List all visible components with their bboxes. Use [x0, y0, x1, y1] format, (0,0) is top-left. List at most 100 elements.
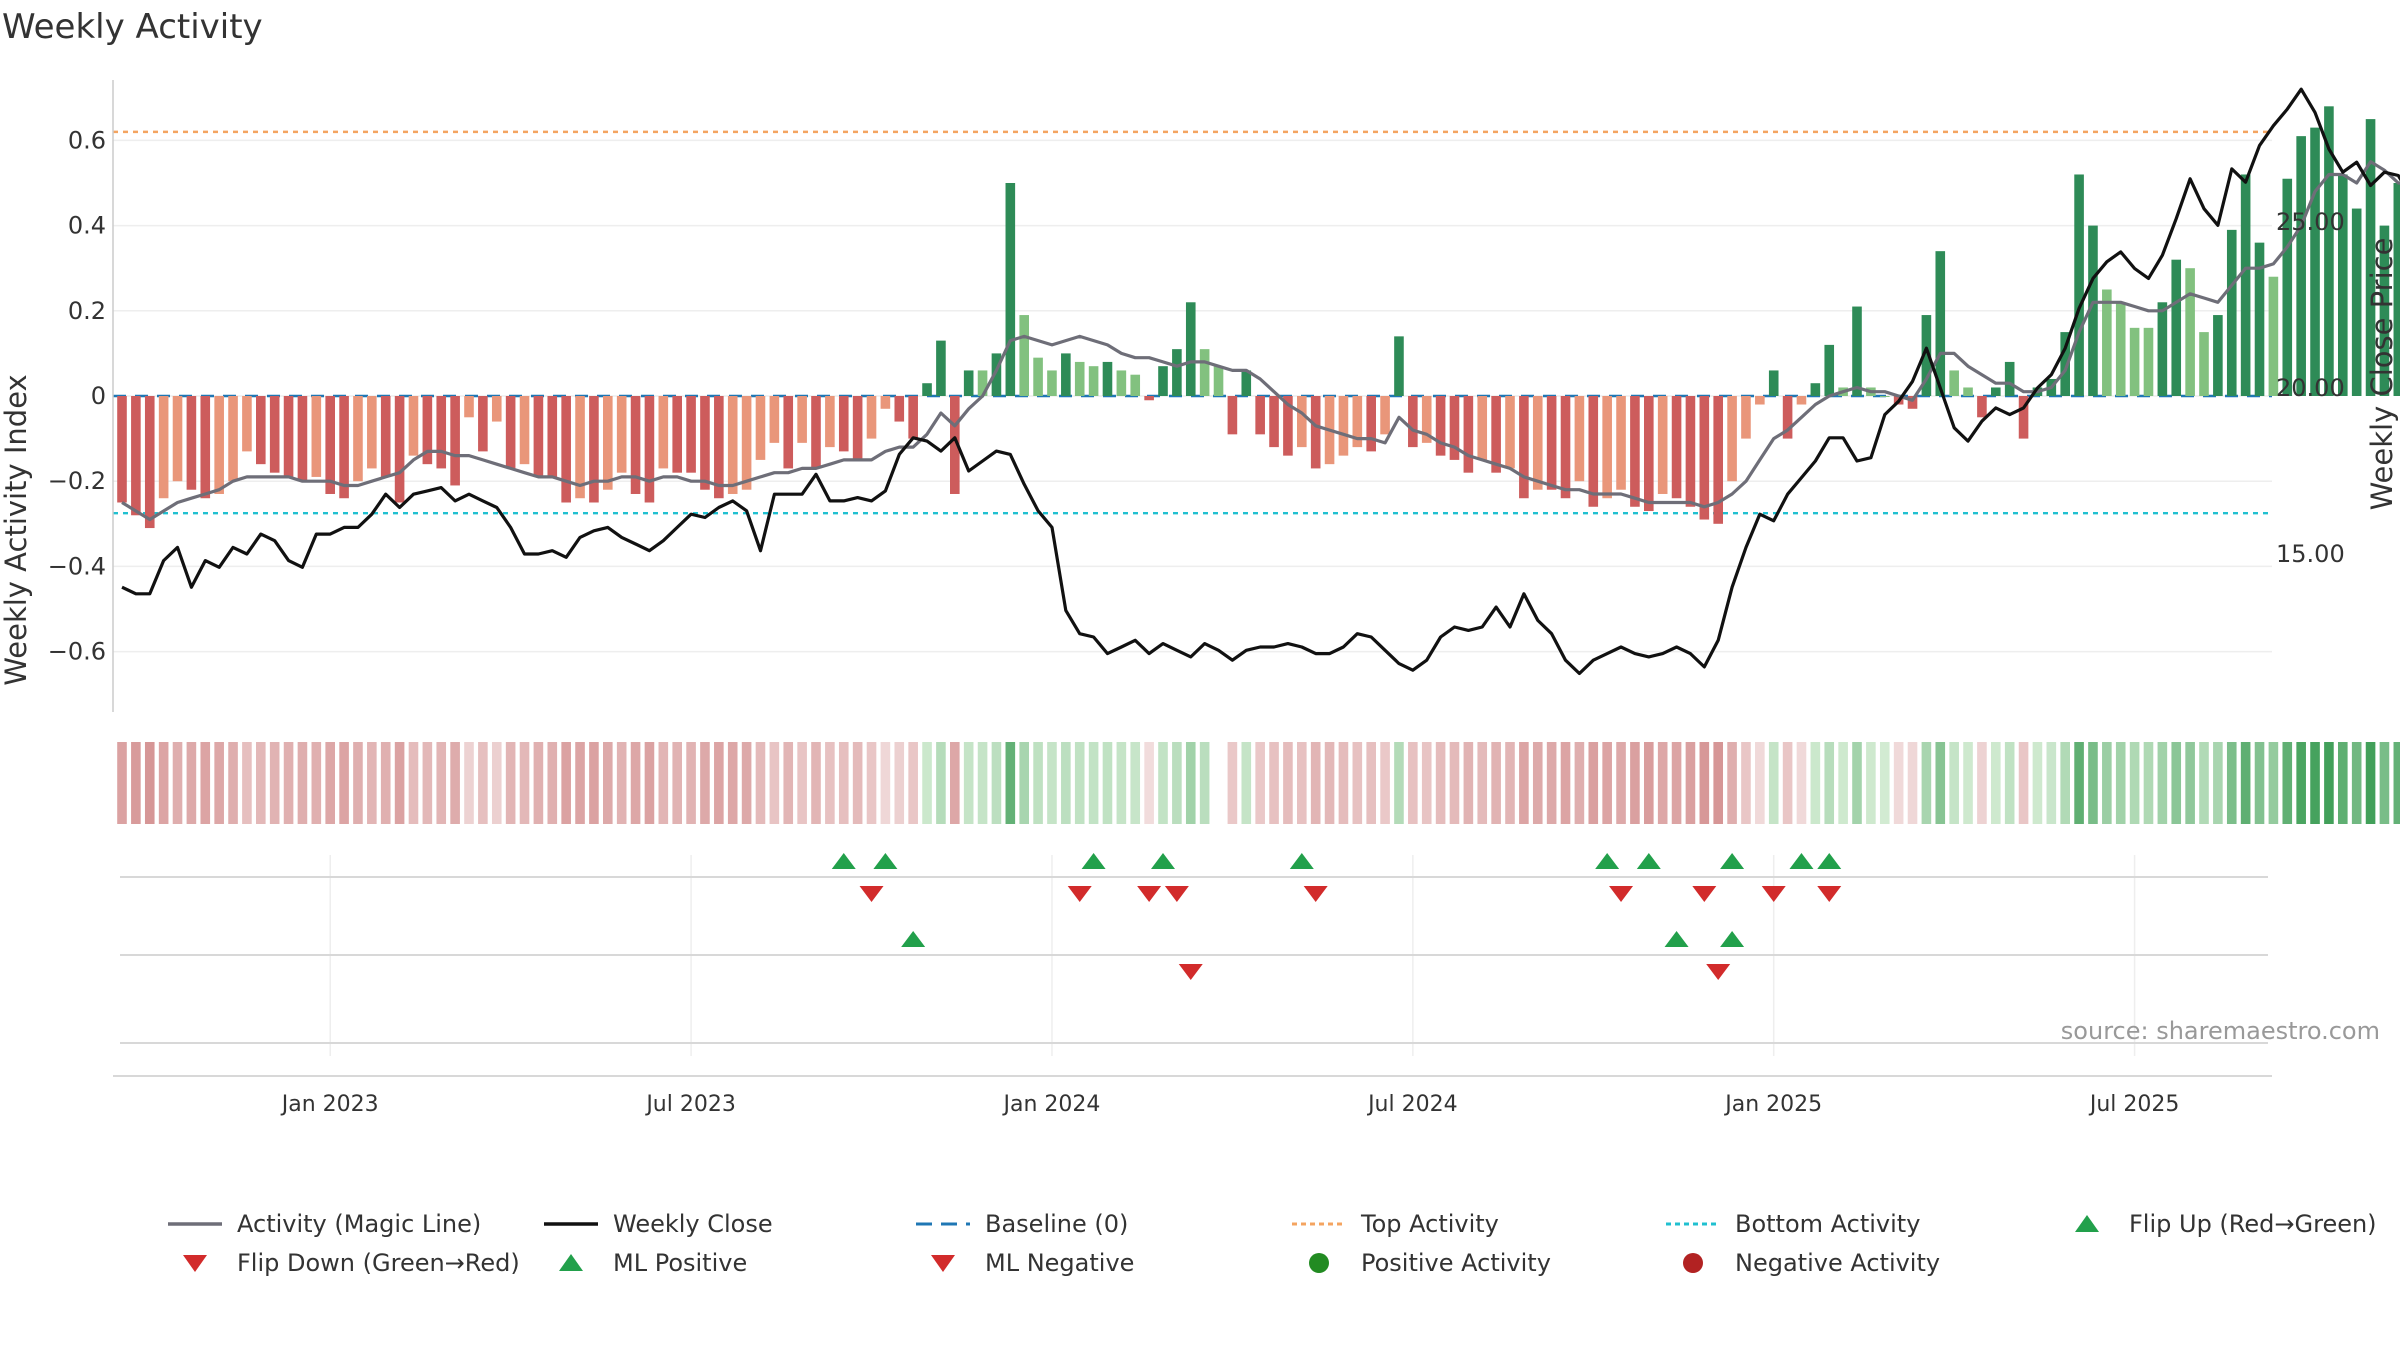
heat-cell-8	[228, 742, 238, 824]
heat-cell-40	[672, 742, 682, 824]
activity-bar-135	[1991, 387, 2001, 396]
activity-bar-51	[825, 396, 835, 448]
activity-bar-50	[811, 396, 821, 469]
heat-cell-4	[172, 742, 183, 824]
activity-bar-34	[589, 396, 599, 503]
heat-cell-161	[2351, 742, 2362, 824]
activity-bar-3	[158, 396, 169, 499]
activity-bar-40	[672, 396, 682, 473]
heat-cell-108	[1616, 742, 1626, 824]
heat-cell-14	[311, 742, 322, 824]
activity-bar-88	[1338, 396, 1349, 456]
activity-bar-122	[1810, 383, 1821, 396]
heat-cell-5	[186, 742, 197, 824]
heat-cell-67	[1047, 742, 1057, 824]
flip-up-marker-7	[1720, 853, 1745, 869]
heat-cell-130	[1921, 742, 1932, 824]
heat-cell-88	[1338, 742, 1349, 824]
y-axis-label: Weekly Activity Index	[0, 374, 33, 685]
heat-cell-51	[825, 742, 835, 824]
heat-cell-110	[1644, 742, 1654, 824]
ml-negative-marker-1	[1706, 964, 1731, 980]
activity-bar-145	[2129, 327, 2140, 396]
activity-bar-127	[1879, 396, 1890, 397]
heat-cell-118	[1755, 742, 1765, 824]
flip-up-marker-1	[873, 853, 898, 869]
heat-cell-74	[1144, 742, 1154, 824]
activity-bar-42	[700, 396, 710, 490]
activity-bar-91	[1380, 396, 1390, 435]
heat-cell-6	[200, 742, 211, 824]
heat-cell-102	[1532, 742, 1543, 824]
grid-lines	[113, 139, 2272, 1056]
activity-bar-60	[950, 396, 960, 494]
activity-bar-130	[1921, 315, 1932, 396]
y2-tick-label-2: 15.00	[2276, 540, 2345, 568]
activity-bar-137	[2018, 396, 2029, 439]
heat-cell-131	[1935, 742, 1946, 824]
source-label: source: sharemaestro.com	[2061, 1017, 2380, 1045]
ml-positive-marker-2	[1720, 931, 1745, 947]
activity-bar-75	[1158, 366, 1168, 396]
activity-bar-49	[797, 396, 807, 443]
activity-bar-119	[1768, 370, 1779, 396]
activity-bar-30	[533, 396, 544, 477]
activity-bar-99	[1491, 396, 1501, 473]
activity-bar-22	[422, 396, 433, 465]
heat-cell-151	[2213, 742, 2223, 824]
heat-cell-148	[2171, 742, 2182, 824]
y-tick-label-1: 0.4	[68, 212, 106, 240]
activity-bar-18	[367, 396, 377, 469]
heat-cell-1	[131, 742, 141, 824]
heat-cell-46	[755, 742, 766, 824]
heat-cell-39	[658, 742, 669, 824]
y-tick-label-6: −0.6	[48, 638, 106, 666]
heat-cell-53	[852, 742, 863, 824]
activity-bar-5	[186, 396, 197, 490]
activity-bar-156	[2282, 178, 2293, 396]
heat-cell-152	[2226, 742, 2237, 824]
heat-cell-98	[1477, 742, 1488, 824]
activity-bar-41	[686, 396, 696, 473]
activity-bar-112	[1671, 396, 1682, 499]
activity-bar-53	[852, 396, 863, 460]
heat-cell-147	[2157, 742, 2168, 824]
heat-cell-7	[214, 742, 224, 824]
heat-cell-60	[950, 742, 960, 824]
legend-label-mlpos: ML Positive	[613, 1249, 747, 1277]
heat-cell-43	[714, 742, 724, 824]
activity-bar-69	[1074, 361, 1085, 396]
activity-bar-93	[1408, 396, 1418, 448]
activity-bar-154	[2254, 242, 2265, 396]
activity-bar-160	[2338, 174, 2348, 396]
activity-bar-63	[991, 353, 1002, 396]
activity-bar-74	[1144, 396, 1154, 401]
activity-bar-78	[1199, 349, 1210, 396]
heat-cell-29	[519, 742, 530, 824]
heat-cell-66	[1033, 742, 1043, 824]
y2-tick-label-0: 25.00	[2276, 208, 2345, 236]
heat-cell-63	[991, 742, 1002, 824]
heat-cell-105	[1574, 742, 1585, 824]
legend-label-negdot: Negative Activity	[1735, 1249, 1940, 1277]
heat-cell-160	[2338, 742, 2348, 824]
activity-bar-131	[1935, 251, 1946, 396]
activity-bar-54	[866, 396, 877, 439]
flip-up-marker-6	[1636, 853, 1661, 869]
heat-cell-154	[2254, 742, 2265, 824]
heat-cell-127	[1879, 742, 1890, 824]
heat-cell-90	[1366, 742, 1376, 824]
x-tick-label-4: Jan 2025	[1723, 1092, 1822, 1117]
activity-bar-90	[1366, 396, 1376, 452]
activity-bar-158	[2310, 127, 2320, 397]
heat-cell-69	[1074, 742, 1085, 824]
activity-bar-133	[1963, 387, 1973, 396]
heat-cell-144	[2115, 742, 2126, 824]
heat-cell-36	[616, 742, 627, 824]
heat-cell-31	[547, 742, 558, 824]
heat-cell-42	[700, 742, 710, 824]
heat-cell-114	[1699, 742, 1710, 824]
activity-bar-64	[1005, 183, 1016, 396]
activity-bar-117	[1741, 396, 1751, 439]
